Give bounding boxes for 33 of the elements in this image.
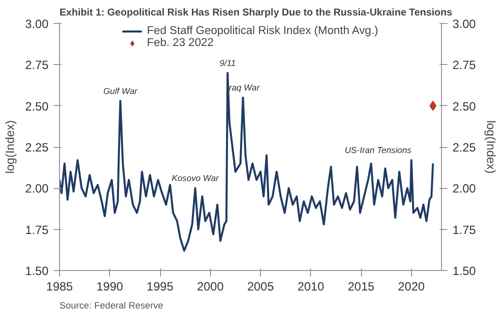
- y2-tick-label: 3.00: [452, 17, 476, 31]
- source-note: Source: Federal Reserve: [60, 300, 164, 310]
- y2-tick-label: 1.75: [452, 222, 476, 237]
- y-tick-label: 3.00: [25, 17, 49, 31]
- y-axis-title: log(Index): [3, 120, 18, 174]
- y2-tick-label: 2.50: [452, 99, 476, 114]
- y2-axis-title: log(Index): [484, 120, 498, 174]
- y-tick-label: 1.75: [25, 222, 49, 237]
- x-tick-label: 2010: [297, 280, 324, 294]
- x-tick-label: 2020: [398, 280, 426, 294]
- y-tick-label: 2.50: [25, 99, 49, 114]
- line-series: [60, 72, 434, 252]
- y2-tick-label: 2.25: [452, 140, 476, 154]
- y-tick-label: 1.50: [25, 264, 49, 278]
- x-tick-label: 2015: [348, 280, 375, 294]
- annotation: 9/11: [219, 58, 236, 68]
- x-tick-label: 2000: [196, 280, 224, 294]
- x-tick-label: 1995: [146, 280, 174, 294]
- x-tick-label: 2005: [247, 280, 274, 294]
- y2-tick-label: 2.75: [452, 58, 476, 72]
- x-tick-label: 1990: [96, 280, 124, 294]
- chart-title: Exhibit 1: Geopolitical Risk Has Risen Sharply Due to the Russia-Ukraine Tensions: [60, 8, 453, 18]
- annotation: US-Iran Tensions: [344, 145, 412, 156]
- y2-tick-label: 2.00: [452, 182, 476, 196]
- x-tick-label: 1985: [46, 280, 74, 294]
- legend-label: Fed Staff Geopolitical Risk Index (Month Avg.): [146, 25, 378, 37]
- annotation: Kosovo War: [172, 173, 220, 184]
- y2-tick-label: 1.50: [452, 264, 476, 278]
- y-tick-label: 2.75: [25, 58, 49, 72]
- legend-label: Feb. 23 2022: [146, 37, 214, 49]
- y-tick-label: 2.25: [25, 140, 49, 154]
- annotation: Gulf War: [103, 86, 138, 96]
- y-tick-label: 2.00: [25, 182, 49, 196]
